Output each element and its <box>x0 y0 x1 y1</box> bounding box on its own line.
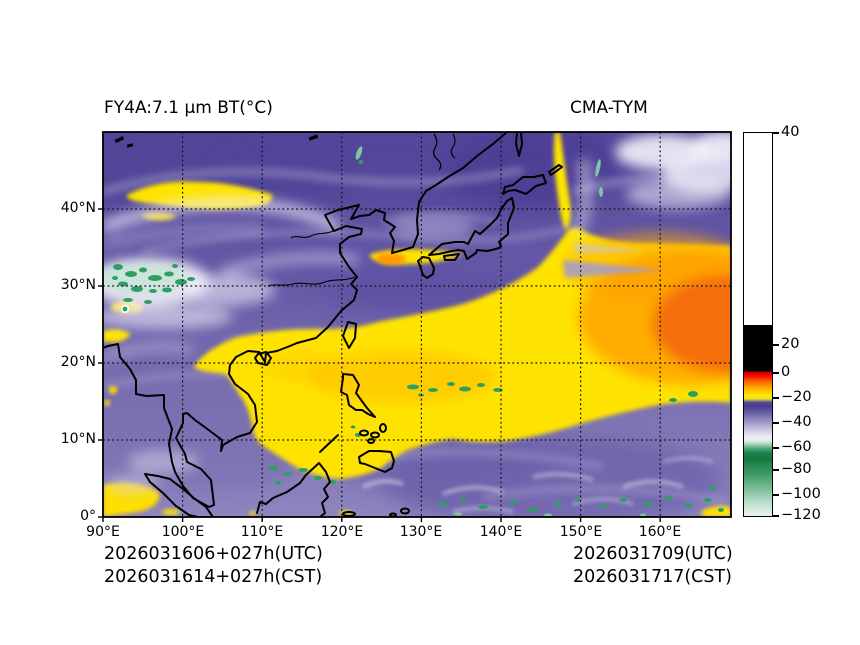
xtick-160e: 160°E <box>638 524 682 540</box>
colorbar-tick-mark <box>773 132 779 134</box>
ytick-0: 0° <box>80 508 96 524</box>
valid-time-cst: 2026031717(CST) <box>573 567 733 587</box>
init-time-cst: 2026031614+027h(CST) <box>104 567 323 587</box>
ytick-20n: 20°N <box>60 354 96 370</box>
coastlines <box>103 132 563 517</box>
plot-title-left: FY4A:7.1 μm BT(°C) <box>104 98 273 118</box>
map-plot <box>98 131 732 522</box>
xtick-150e: 150°E <box>559 524 603 540</box>
colorbar-tick-mark <box>773 469 779 471</box>
init-time-utc: 2026031606+027h(UTC) <box>104 544 323 564</box>
cbtick-m20: −20 <box>781 389 812 405</box>
colorbar <box>743 132 773 517</box>
orange-warm-core <box>261 232 731 403</box>
colorbar-tick-mark <box>773 372 779 374</box>
green-cold-cloud-speckles <box>103 146 724 517</box>
colorbar-tick-mark <box>773 494 779 496</box>
rivers-and-lakes <box>267 133 456 287</box>
bt-color-field <box>103 132 731 517</box>
xtick-110e: 110°E <box>240 524 284 540</box>
cbtick-m80: −80 <box>781 461 812 477</box>
cbtick-m100: −100 <box>781 486 821 502</box>
axis-tick-marks <box>98 208 661 522</box>
valid-time-utc: 2026031709(UTC) <box>573 544 733 564</box>
satellite-bt-field <box>98 131 732 522</box>
cbtick-m60: −60 <box>781 439 812 455</box>
colorbar-tick-mark <box>773 397 779 399</box>
cbtick-20: 20 <box>781 336 800 352</box>
colorbar-tick-mark <box>773 515 779 517</box>
ytick-40n: 40°N <box>60 200 96 216</box>
xtick-100e: 100°E <box>161 524 205 540</box>
ytick-10n: 10°N <box>60 431 96 447</box>
xtick-130e: 130°E <box>399 524 443 540</box>
cbtick-m120: −120 <box>781 507 821 523</box>
colorbar-tick-mark <box>773 447 779 449</box>
xtick-90e: 90°E <box>86 524 120 540</box>
colorbar-tick-mark <box>773 422 779 424</box>
plot-title-right: CMA-TYM <box>570 98 648 118</box>
cbtick-40: 40 <box>781 124 800 140</box>
xtick-120e: 120°E <box>320 524 364 540</box>
ytick-30n: 30°N <box>60 277 96 293</box>
lavender-wedge <box>563 242 663 278</box>
graticule-grid <box>103 132 731 517</box>
cbtick-0: 0 <box>781 364 791 380</box>
xtick-140e: 140°E <box>479 524 523 540</box>
cbtick-m40: −40 <box>781 414 812 430</box>
colorbar-tick-mark <box>773 344 779 346</box>
axes-border <box>102 131 732 518</box>
